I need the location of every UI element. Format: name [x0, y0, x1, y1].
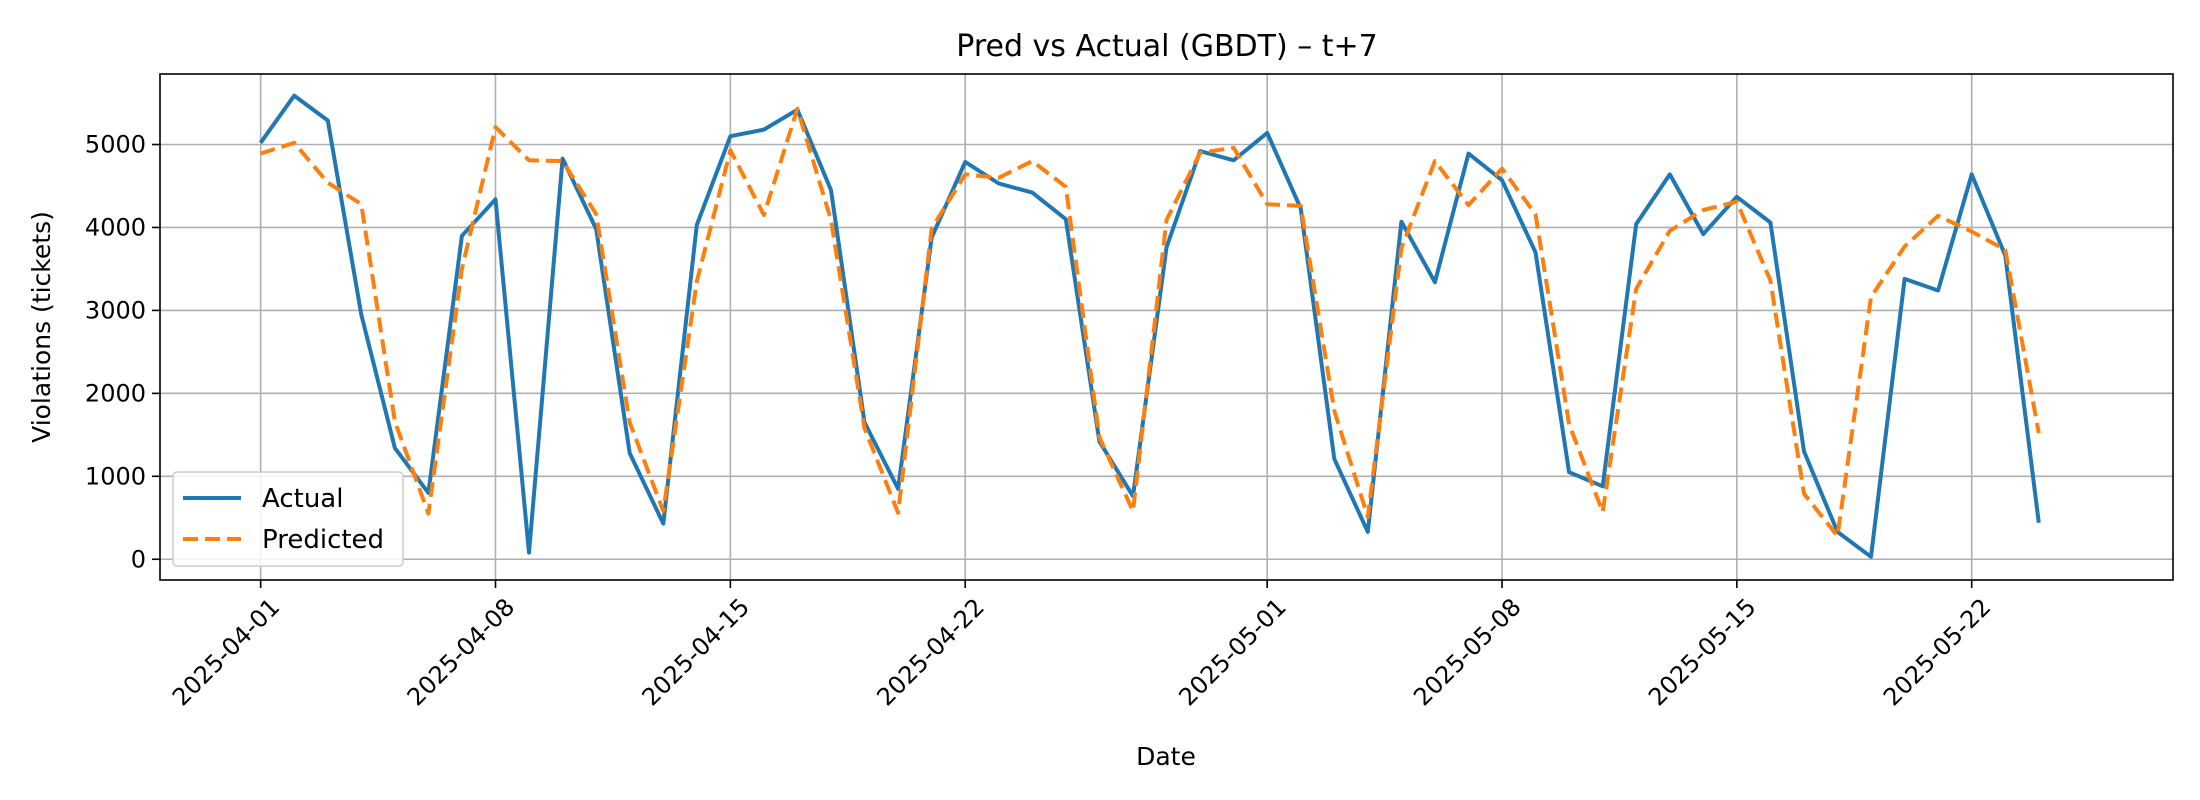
plot-frame: [159, 73, 2174, 581]
y-tick-label: 2000: [85, 379, 146, 407]
legend: Actual Predicted: [172, 471, 404, 567]
x-axis-label: Date: [1136, 742, 1196, 771]
grid: [160, 74, 2173, 580]
legend-label-actual: Actual: [262, 484, 343, 514]
y-tick-label: 1000: [85, 462, 146, 490]
chart-title: Pred vs Actual (GBDT) – t+7: [956, 29, 1377, 64]
y-axis-label: Violations (tickets): [27, 211, 56, 443]
y-tick-label: 5000: [85, 131, 146, 159]
series-layer: [258, 93, 2041, 559]
legend-label-predicted: Predicted: [262, 525, 384, 555]
y-tick-label: 4000: [85, 213, 146, 241]
y-tick-label: 0: [131, 545, 146, 573]
series-line-predicted: [259, 106, 2041, 538]
y-axis-ticks: 0 1000 2000 3000 4000 5000: [85, 131, 160, 573]
legend-box: [172, 471, 404, 567]
y-tick-label: 3000: [85, 296, 146, 324]
